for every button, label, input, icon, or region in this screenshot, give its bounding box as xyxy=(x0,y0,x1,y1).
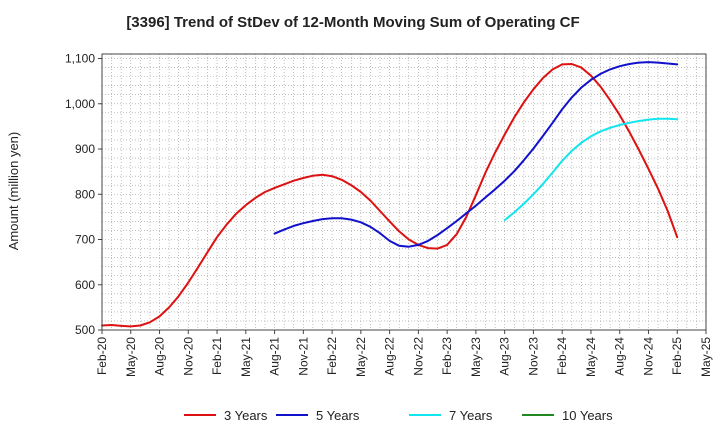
plot-frame xyxy=(101,53,707,331)
series-group xyxy=(101,61,679,328)
legend-label-7-years: 7 Years xyxy=(449,408,493,423)
series-line-5-years xyxy=(273,61,679,248)
y-tick-label: 500 xyxy=(75,323,95,337)
y-tick-label: 800 xyxy=(75,187,95,201)
chart-title: [3396] Trend of StDev of 12-Month Moving… xyxy=(126,14,579,31)
x-tick-label: Feb-24 xyxy=(555,337,569,375)
x-tick-label: Feb-23 xyxy=(440,337,454,375)
x-tick-label: Aug-20 xyxy=(153,337,167,376)
x-tick-label: Feb-20 xyxy=(95,337,109,375)
x-tick-label: May-23 xyxy=(469,337,483,377)
series-line-7-years xyxy=(503,117,679,222)
x-tick-label: Feb-21 xyxy=(210,337,224,375)
x-axis-ticks: Feb-20 May-20 Aug-20 Nov-20 Feb-21 May-21 Aug-… xyxy=(95,330,713,377)
x-tick-label: Aug-23 xyxy=(498,337,512,376)
x-tick-label: Aug-22 xyxy=(383,337,397,376)
y-axis-label: Amount (million yen) xyxy=(6,132,21,251)
y-tick-label: 1,000 xyxy=(65,97,95,111)
x-tick-label: May-25 xyxy=(699,337,713,377)
legend-label-3-years: 3 Years xyxy=(224,408,268,423)
y-tick-label: 900 xyxy=(75,142,95,156)
x-tick-label: Nov-22 xyxy=(411,337,425,376)
x-tick-label: May-21 xyxy=(239,337,253,377)
legend-label-10-years: 10 Years xyxy=(562,408,613,423)
x-tick-label: Feb-25 xyxy=(670,337,684,375)
y-axis-ticks: 500 600 700 800 900 1,000 1,100 xyxy=(65,52,102,337)
x-tick-label: Aug-24 xyxy=(613,337,627,376)
x-tick-label: Feb-22 xyxy=(325,337,339,375)
legend-label-5-years: 5 Years xyxy=(316,408,360,423)
series-line-3-years xyxy=(101,63,679,328)
x-tick-label: May-20 xyxy=(124,337,138,377)
x-tick-label: May-24 xyxy=(584,337,598,377)
x-tick-label: Aug-21 xyxy=(268,337,282,376)
x-tick-label: Nov-24 xyxy=(641,337,655,376)
x-tick-label: Nov-20 xyxy=(181,337,195,376)
y-tick-label: 600 xyxy=(75,278,95,292)
legend: 3 Years 5 Years 7 Years 10 Years xyxy=(184,408,613,423)
y-tick-label: 700 xyxy=(75,233,95,247)
x-tick-label: May-22 xyxy=(354,337,368,377)
y-tick-label: 1,100 xyxy=(65,52,95,66)
grid xyxy=(101,54,707,331)
x-tick-label: Nov-23 xyxy=(526,337,540,376)
x-tick-label: Nov-21 xyxy=(296,337,310,376)
